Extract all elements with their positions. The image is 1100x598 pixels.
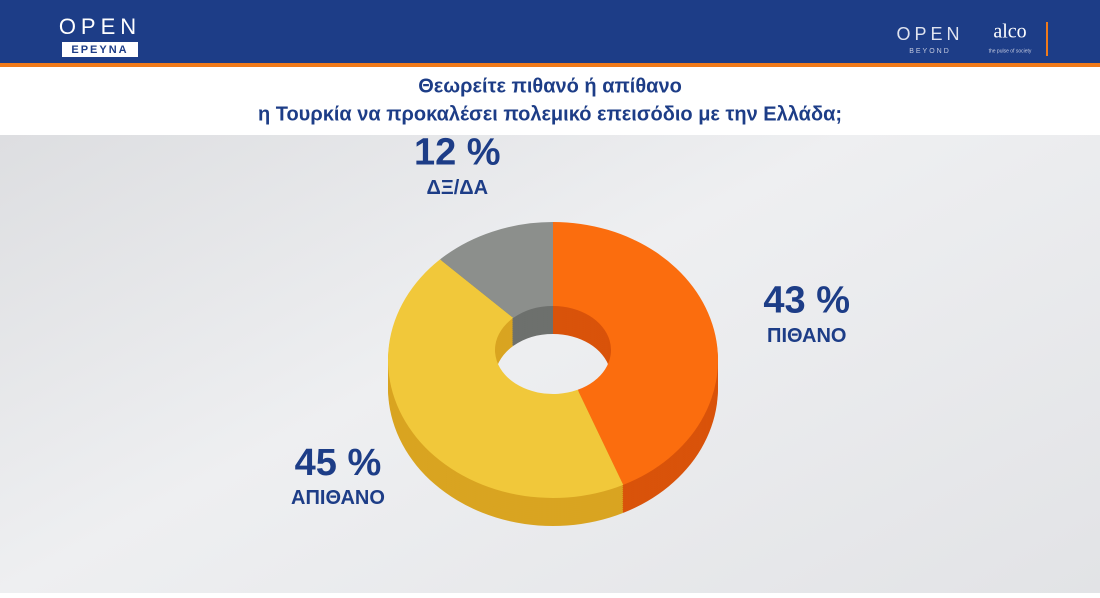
chart: 43 % ΠΙΘΑΝΟ 45 % ΑΠΙΘΑΝΟ 12 % ΔΞ/ΔΑ	[291, 132, 850, 527]
logo: OPEN	[896, 24, 963, 44]
value-label: 43 %	[763, 280, 850, 322]
logo: OPEN	[59, 14, 141, 39]
slice	[553, 222, 718, 485]
chart-title: η Τουρκία να προκαλέσει πολεμικό επεισόδ…	[258, 103, 842, 125]
divider	[1046, 22, 1048, 56]
slice	[388, 259, 624, 498]
partner-sub: the pulse of society	[989, 48, 1032, 54]
value-label: 45 %	[295, 442, 382, 484]
value-label: 12 %	[414, 132, 501, 174]
title-band	[0, 67, 1100, 135]
header-stripe	[0, 63, 1100, 67]
partner-logo: alco	[993, 21, 1026, 43]
logo-sub: ΕΡΕΥΝΑ	[71, 44, 128, 56]
category-label: ΔΞ/ΔΑ	[426, 177, 488, 199]
category-label: ΑΠΙΘΑΝΟ	[291, 487, 385, 509]
category-label: ΠΙΘΑΝΟ	[767, 325, 846, 347]
header-bar	[0, 0, 1100, 63]
logo-box	[62, 42, 138, 57]
logo-sub: BEYOND	[909, 48, 951, 55]
slice	[440, 222, 553, 318]
chart-title: Θεωρείτε πιθανό ή απίθανο	[418, 75, 682, 97]
